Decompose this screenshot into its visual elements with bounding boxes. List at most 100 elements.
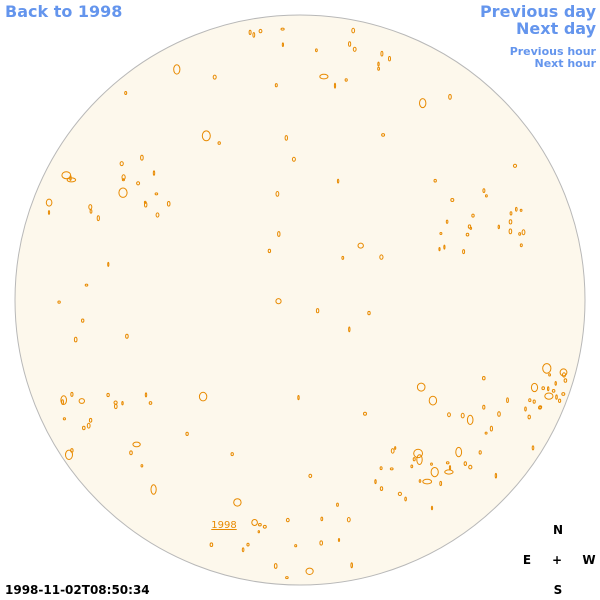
contour: [337, 538, 341, 542]
compass-west: W: [582, 553, 596, 567]
previous-hour-link[interactable]: Previous hour: [509, 45, 596, 58]
contour: [86, 422, 91, 429]
contour: [233, 498, 242, 507]
contour: [558, 398, 562, 403]
contour: [450, 198, 455, 202]
contour: [532, 399, 536, 404]
contour: [468, 464, 473, 470]
back-link[interactable]: Back to 1998: [5, 2, 123, 21]
contour: [61, 171, 72, 180]
contour: [548, 373, 551, 377]
contour: [412, 457, 416, 462]
contour: [428, 395, 438, 406]
contour: [280, 27, 285, 31]
contour: [416, 454, 423, 466]
contour: [357, 242, 364, 249]
next-hour-link[interactable]: Next hour: [534, 57, 597, 70]
timestamp: 1998-11-02T08:50:34: [5, 583, 150, 597]
contour: [315, 48, 318, 53]
contour: [563, 378, 568, 383]
contour: [547, 386, 550, 392]
contour: [467, 224, 472, 229]
contour: [538, 405, 542, 410]
contour: [350, 562, 354, 569]
compass-center: +: [551, 553, 563, 567]
contour: [140, 154, 144, 161]
contour: [531, 445, 535, 451]
contour: [528, 398, 532, 403]
contour: [319, 73, 329, 80]
contour: [297, 395, 300, 401]
contour: [413, 448, 424, 459]
previous-day-link[interactable]: Previous day: [479, 2, 596, 21]
contour: [88, 204, 93, 210]
contour: [258, 523, 262, 527]
contour: [497, 224, 500, 230]
contour: [315, 308, 320, 314]
contour: [447, 412, 451, 418]
contour: [351, 27, 356, 34]
contour: [136, 181, 141, 186]
contour: [47, 210, 51, 215]
contour: [62, 417, 67, 421]
contour: [333, 82, 337, 89]
contour: [352, 46, 357, 52]
contour: [305, 567, 314, 575]
contour: [201, 130, 211, 142]
contour: [319, 540, 324, 546]
region-label[interactable]: 1998: [211, 520, 236, 531]
contour: [275, 298, 282, 305]
contour: [152, 170, 156, 176]
contour: [554, 381, 557, 386]
next-day-link[interactable]: Next day: [516, 19, 596, 38]
contour: [336, 178, 340, 184]
contour: [154, 192, 159, 196]
contour: [155, 212, 160, 218]
contour: [363, 411, 367, 416]
contour: [527, 414, 531, 420]
contour: [344, 78, 348, 82]
contour: [252, 32, 256, 38]
contour: [465, 232, 470, 237]
contour: [65, 449, 73, 460]
contour: [132, 441, 141, 448]
contour: [439, 480, 443, 487]
contour: [512, 163, 518, 168]
contour: [466, 414, 474, 425]
contour: [530, 382, 539, 393]
contours: [45, 27, 568, 580]
contour: [448, 94, 452, 100]
contour: [143, 200, 147, 204]
contour: [430, 505, 434, 511]
solar-disk: [14, 14, 586, 586]
contour: [541, 386, 546, 391]
contour: [57, 300, 61, 304]
contour: [148, 401, 153, 405]
contour: [551, 389, 556, 393]
contour: [241, 547, 245, 553]
contour: [482, 188, 486, 194]
contour: [125, 333, 129, 339]
contour: [444, 469, 454, 475]
contour: [521, 229, 526, 236]
contour: [212, 74, 217, 80]
contour: [320, 516, 324, 522]
contour: [118, 187, 128, 198]
contour: [284, 135, 288, 141]
contour: [61, 399, 64, 405]
contour: [555, 394, 558, 400]
contour: [185, 431, 189, 436]
contour: [336, 502, 339, 507]
contour: [88, 417, 93, 423]
compass-north: N: [552, 523, 564, 537]
contour: [150, 484, 157, 495]
contour: [78, 398, 86, 404]
contour: [348, 41, 352, 47]
contour: [410, 464, 414, 469]
contour: [121, 174, 126, 181]
contour: [544, 392, 554, 400]
contour: [463, 461, 467, 467]
contour: [482, 376, 486, 381]
contour: [267, 248, 272, 254]
contour: [84, 283, 89, 287]
